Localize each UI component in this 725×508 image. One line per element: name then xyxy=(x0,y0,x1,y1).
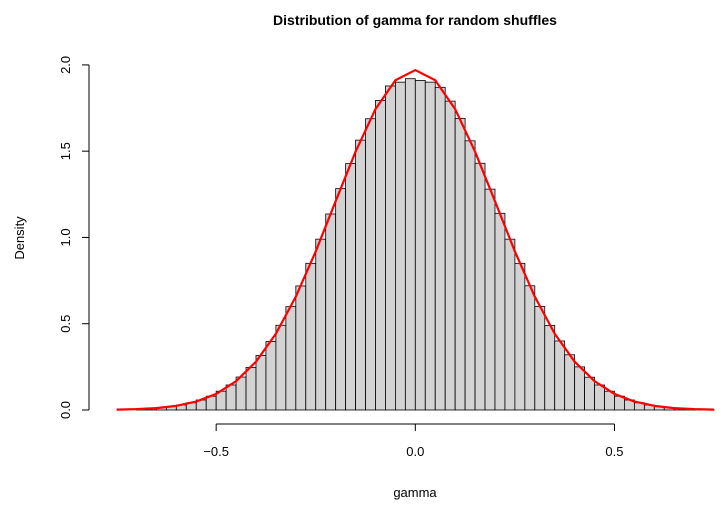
bar xyxy=(535,306,545,410)
bar xyxy=(266,341,276,410)
bar xyxy=(346,164,356,410)
bar xyxy=(276,325,286,410)
bar xyxy=(366,119,376,410)
y-tick-label: 1.5 xyxy=(58,142,73,160)
bar xyxy=(415,80,425,410)
bar xyxy=(585,377,595,410)
bar xyxy=(485,189,495,410)
x-axis-label: gamma xyxy=(393,485,437,500)
bar xyxy=(515,263,525,410)
bar xyxy=(505,239,515,410)
bar xyxy=(495,213,505,410)
y-tick-label: 1.0 xyxy=(58,228,73,246)
bar xyxy=(226,385,236,410)
bar xyxy=(555,341,565,410)
y-axis-label: Density xyxy=(12,216,27,260)
y-tick-label: 0.0 xyxy=(58,401,73,419)
bar xyxy=(385,86,395,410)
bar xyxy=(565,355,575,410)
bar xyxy=(375,100,385,410)
bar xyxy=(435,87,445,410)
bar xyxy=(246,367,256,410)
bar xyxy=(545,325,555,410)
y-tick-label: 2.0 xyxy=(58,56,73,74)
bar xyxy=(236,377,246,410)
bar xyxy=(336,189,346,410)
x-tick-label: −0.5 xyxy=(203,444,229,459)
bar xyxy=(306,263,316,410)
bar xyxy=(405,79,415,410)
chart-title: Distribution of gamma for random shuffle… xyxy=(273,12,557,28)
bar xyxy=(425,82,435,410)
y-tick-label: 0.5 xyxy=(58,315,73,333)
bar xyxy=(525,286,535,410)
bar xyxy=(475,163,485,410)
bar xyxy=(356,140,366,410)
bar xyxy=(465,141,475,410)
bar xyxy=(286,307,296,410)
bar xyxy=(595,385,605,410)
bar xyxy=(326,214,336,410)
bar xyxy=(445,101,455,410)
x-tick-label: 0.0 xyxy=(406,444,424,459)
bar xyxy=(455,118,465,410)
x-tick-label: 0.5 xyxy=(605,444,623,459)
bar xyxy=(316,239,326,410)
bar xyxy=(395,82,405,410)
bar xyxy=(296,286,306,410)
bar xyxy=(575,367,585,410)
bar xyxy=(256,355,266,410)
